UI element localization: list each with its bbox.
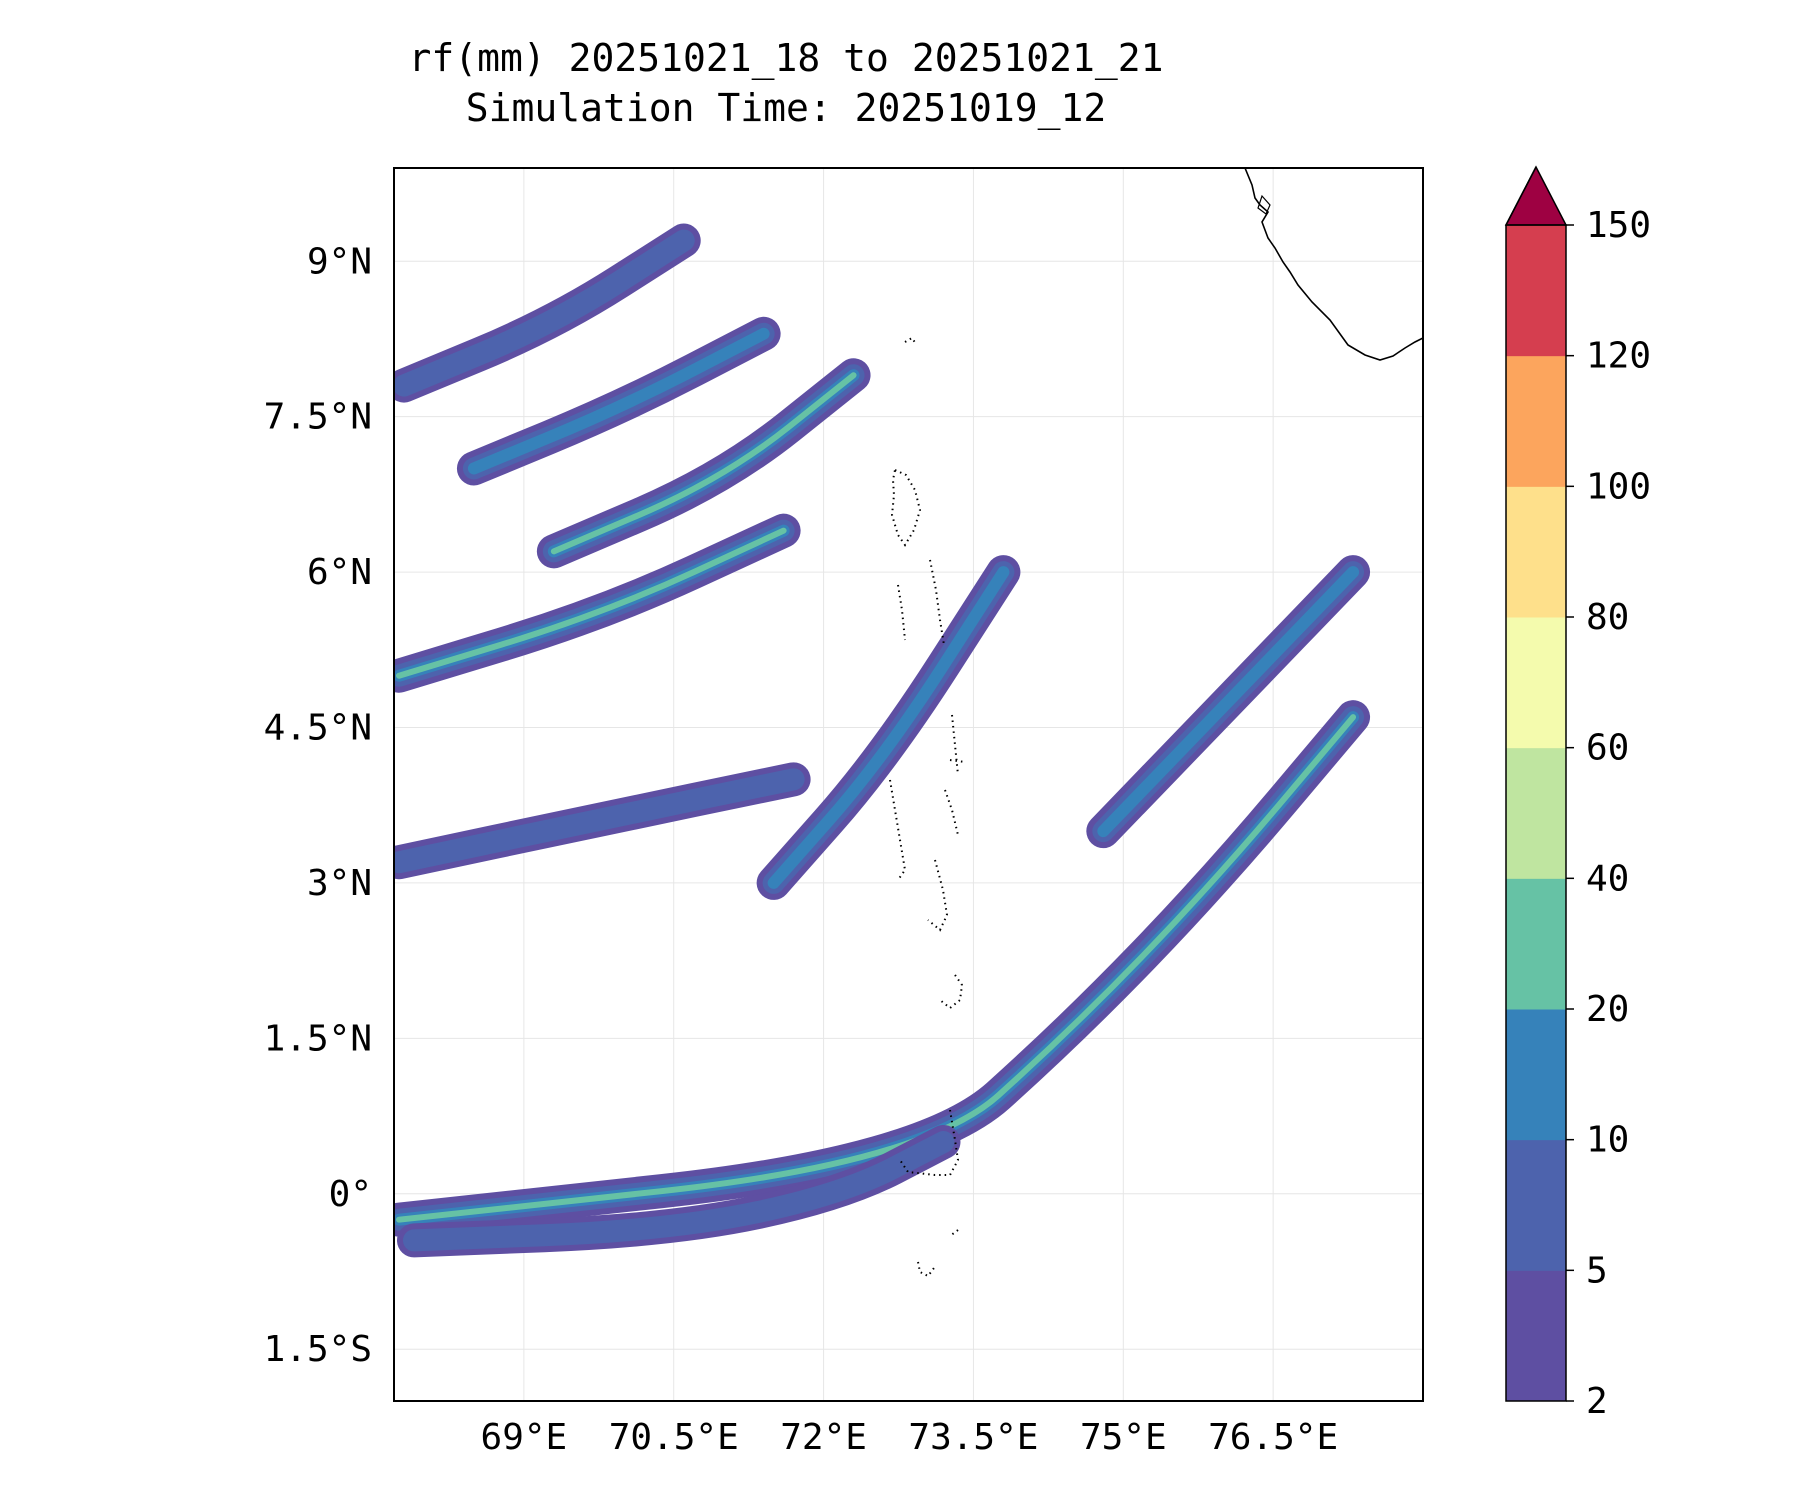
title-line-2: Simulation Time: 20251019_12 [466, 86, 1107, 131]
colorbar-tick-label: 150 [1586, 205, 1651, 246]
rain-band-central-convection [756, 555, 1021, 900]
y-tick-label: 1.5°S [264, 1329, 372, 1370]
y-tick-label: 6°N [307, 552, 372, 593]
colorbar-extend-arrow [1504, 165, 1568, 226]
rain-band-northwest-streak-2 [536, 358, 871, 569]
rain-contour-level-10 [467, 327, 770, 475]
colorbar-tick-label: 100 [1586, 466, 1651, 507]
y-tick-label: 1.5°N [264, 1018, 372, 1059]
india-coastline [1244, 168, 1423, 361]
rain-contour-level-20 [395, 527, 787, 679]
rain-band-northwest-streak-4 [394, 223, 701, 403]
colorbar-segment [1506, 486, 1566, 618]
rain-band-equatorial-band [394, 700, 1371, 1237]
rain-band-northwest-streak-3 [456, 316, 781, 486]
x-tick-label: 72°E [780, 1417, 867, 1458]
colorbar-segment [1506, 617, 1566, 749]
colorbar-tick-label: 40 [1586, 858, 1629, 899]
y-axis: 9°N 7.5°N 6°N 4.5°N 3°N 1.5°N 0° 1.5°S [264, 241, 372, 1370]
rain-contour-level-5 [394, 768, 805, 874]
colorbar-segment [1506, 355, 1566, 487]
colorbar-segment [1506, 225, 1566, 357]
colorbar-tick-label: 80 [1586, 597, 1629, 638]
colorbar-tick-label: 5 [1586, 1250, 1608, 1291]
rain-contour-level-5 [402, 1130, 955, 1252]
colorbar-segment [1506, 1270, 1566, 1402]
y-tick-label: 4.5°N [264, 708, 372, 749]
colorbar-segment [1506, 1139, 1566, 1271]
colorbar-labels: 2 5 10 20 40 60 80 100 120 150 [1566, 205, 1651, 1422]
title-line-1: rf(mm) 20251021_18 to 20251021_21 [409, 36, 1164, 81]
colorbar-frame [1505, 224, 1567, 1402]
colorbar-tick-label: 60 [1586, 728, 1629, 769]
x-tick-label: 70.5°E [609, 1417, 739, 1458]
colorbar [1504, 165, 1568, 1402]
x-tick-label: 69°E [481, 1417, 568, 1458]
rain-contour-level-20 [550, 372, 857, 555]
colorbar-tick-label: 20 [1586, 989, 1629, 1030]
map-frame [393, 167, 1424, 1402]
colorbar-tick-label: 10 [1586, 1120, 1629, 1161]
colorbar-tick-label: 120 [1586, 336, 1651, 377]
rain-band-northwest-streak-1 [394, 513, 801, 693]
colorbar-tick-label: 2 [1586, 1381, 1608, 1422]
y-tick-label: 3°N [307, 863, 372, 904]
maldives-atolls [889, 336, 966, 1278]
colorbar-segment [1506, 1009, 1566, 1141]
rain-contour-level-10 [767, 566, 1010, 889]
y-tick-label: 7.5°N [264, 397, 372, 438]
colorbar-segment [1506, 878, 1566, 1010]
x-tick-label: 75°E [1080, 1417, 1167, 1458]
colorbar-segment [1506, 747, 1566, 879]
rain-contour-level-10 [1097, 566, 1360, 838]
x-tick-label: 73.5°E [908, 1417, 1038, 1458]
rain-band-west-bands [394, 762, 811, 880]
rain-contour-level-5 [394, 229, 695, 397]
rain-contour-level-20 [395, 714, 1357, 1223]
x-axis: 69°E 70.5°E 72°E 73.5°E 75°E 76.5°E [481, 1417, 1339, 1458]
coastal-island [1257, 194, 1271, 215]
y-tick-label: 0° [329, 1174, 372, 1215]
rain-band-southern-arc [396, 1124, 961, 1258]
rainfall-field [394, 223, 1371, 1258]
rain-band-east-cluster [1086, 555, 1371, 849]
y-tick-label: 9°N [307, 241, 372, 282]
x-tick-label: 76.5°E [1208, 1417, 1338, 1458]
